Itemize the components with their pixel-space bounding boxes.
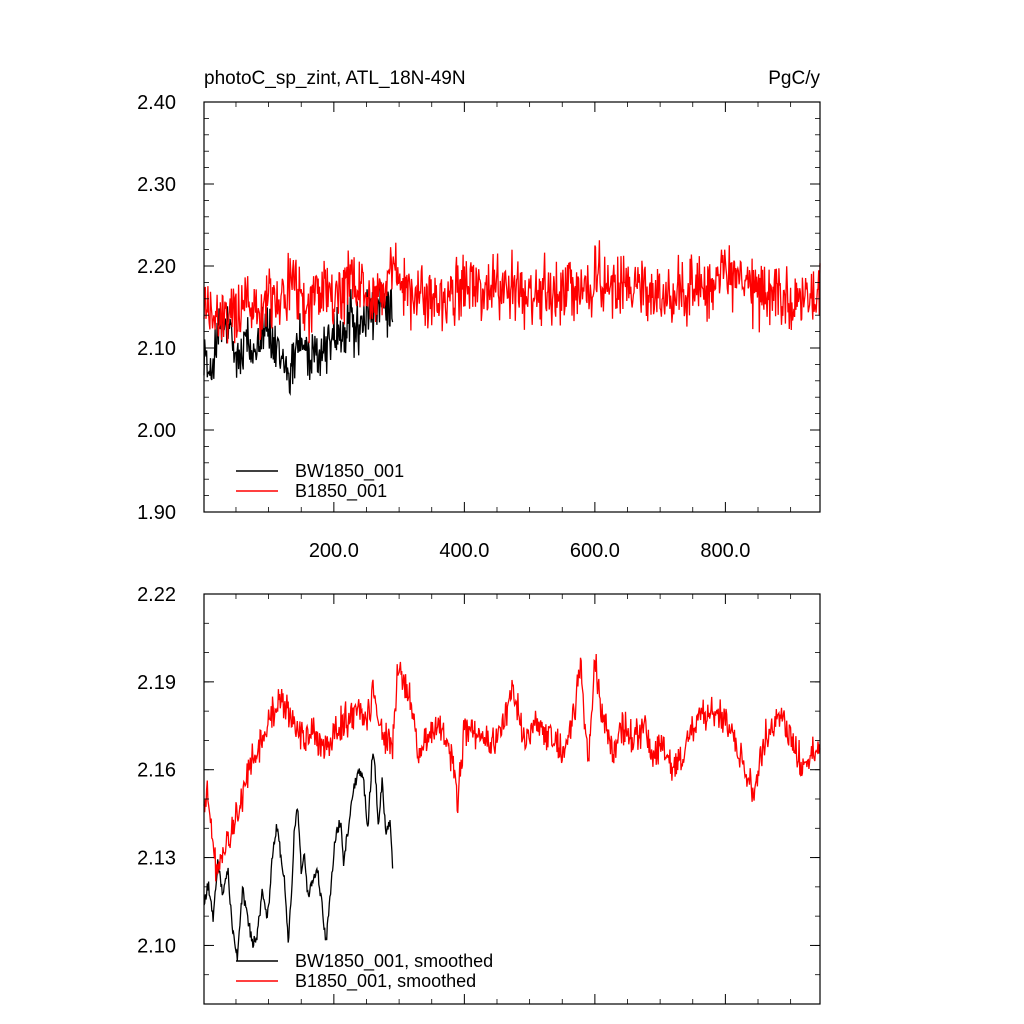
- x-tick-label: 600.0: [570, 540, 620, 562]
- x-tick-label: 200.0: [309, 540, 359, 562]
- series-line-1: [203, 281, 394, 396]
- y-tick-label: 2.22: [137, 584, 176, 606]
- chart-title: photoC_sp_zint, ATL_18N-49N: [204, 68, 466, 89]
- top-series-group: [203, 240, 821, 396]
- y-tick-label: 2.10: [137, 935, 176, 957]
- top-axes: 1.90 2.00 2.10 2.20 2.30 2.40 200.0 400.0 600.0 8…: [137, 92, 821, 562]
- y-tick-label: 2.20: [137, 256, 176, 278]
- y-tick-label: 2.10: [137, 338, 176, 360]
- legend-label: BW1850_001, smoothed: [295, 951, 493, 972]
- plot-frame: [203, 101, 821, 513]
- units-label: PgC/y: [768, 68, 820, 89]
- bottom-axes: 2.10 2.13 2.16 2.19 2.22: [137, 584, 821, 1005]
- x-tick-label: 400.0: [439, 540, 489, 562]
- y-tick-label: 2.13: [137, 848, 176, 870]
- series-line-2: [203, 653, 821, 882]
- y-tick-label: 2.19: [137, 672, 176, 694]
- series-line-2: [203, 240, 821, 344]
- legend-label: BW1850_001: [295, 461, 404, 482]
- plot-frame: [203, 593, 821, 1005]
- y-tick-label: 1.90: [137, 502, 176, 524]
- top-panel: photoC_sp_zint, ATL_18N-49N PgC/y 1.90 2.…: [137, 68, 821, 562]
- series-line-1: [203, 753, 394, 961]
- bottom-panel: 2.10 2.13 2.16 2.19 2.22 BW1850_001, smoothe…: [137, 584, 821, 1005]
- x-tick-label: 800.0: [700, 540, 750, 562]
- legend-label: B1850_001: [295, 481, 387, 502]
- bottom-series-group: [203, 653, 821, 961]
- y-tick-label: 2.00: [137, 420, 176, 442]
- y-tick-label: 2.40: [137, 92, 176, 114]
- y-tick-label: 2.30: [137, 174, 176, 196]
- y-tick-label: 2.16: [137, 760, 176, 782]
- legend-label: B1850_001, smoothed: [295, 971, 476, 992]
